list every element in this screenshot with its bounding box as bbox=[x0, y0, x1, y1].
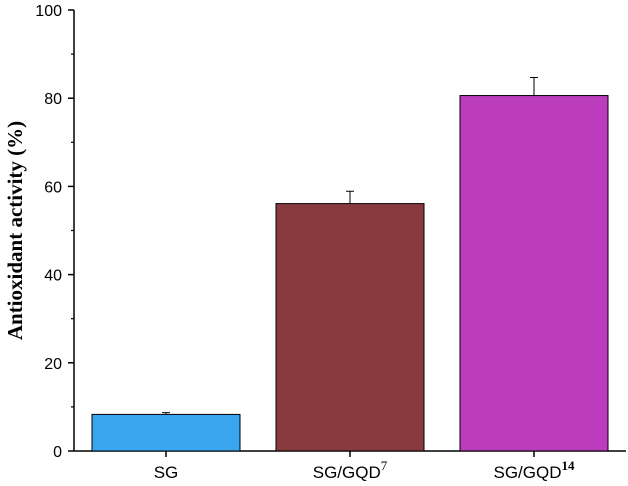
y-tick-label: 0 bbox=[53, 444, 62, 461]
y-tick-label: 40 bbox=[44, 268, 62, 285]
y-tick-label: 100 bbox=[35, 3, 62, 20]
x-tick-label: SG/GQD7 bbox=[313, 458, 388, 482]
bar bbox=[91, 413, 241, 452]
bar bbox=[459, 95, 609, 452]
bars bbox=[91, 76, 609, 457]
x-tick-label: SG/GQD14 bbox=[493, 458, 575, 482]
y-axis-title: Antioxidant activity (%) bbox=[3, 121, 27, 340]
y-tick-label: 20 bbox=[44, 356, 62, 373]
bar bbox=[275, 203, 425, 452]
y-ticks: 0 20 40 60 80 100 bbox=[35, 3, 74, 461]
x-tick-labels: SG SG/GQD7 SG/GQD14 bbox=[154, 458, 575, 482]
y-tick-label: 80 bbox=[44, 91, 62, 108]
x-tick-label: SG bbox=[154, 463, 179, 482]
y-tick-label: 60 bbox=[44, 179, 62, 196]
